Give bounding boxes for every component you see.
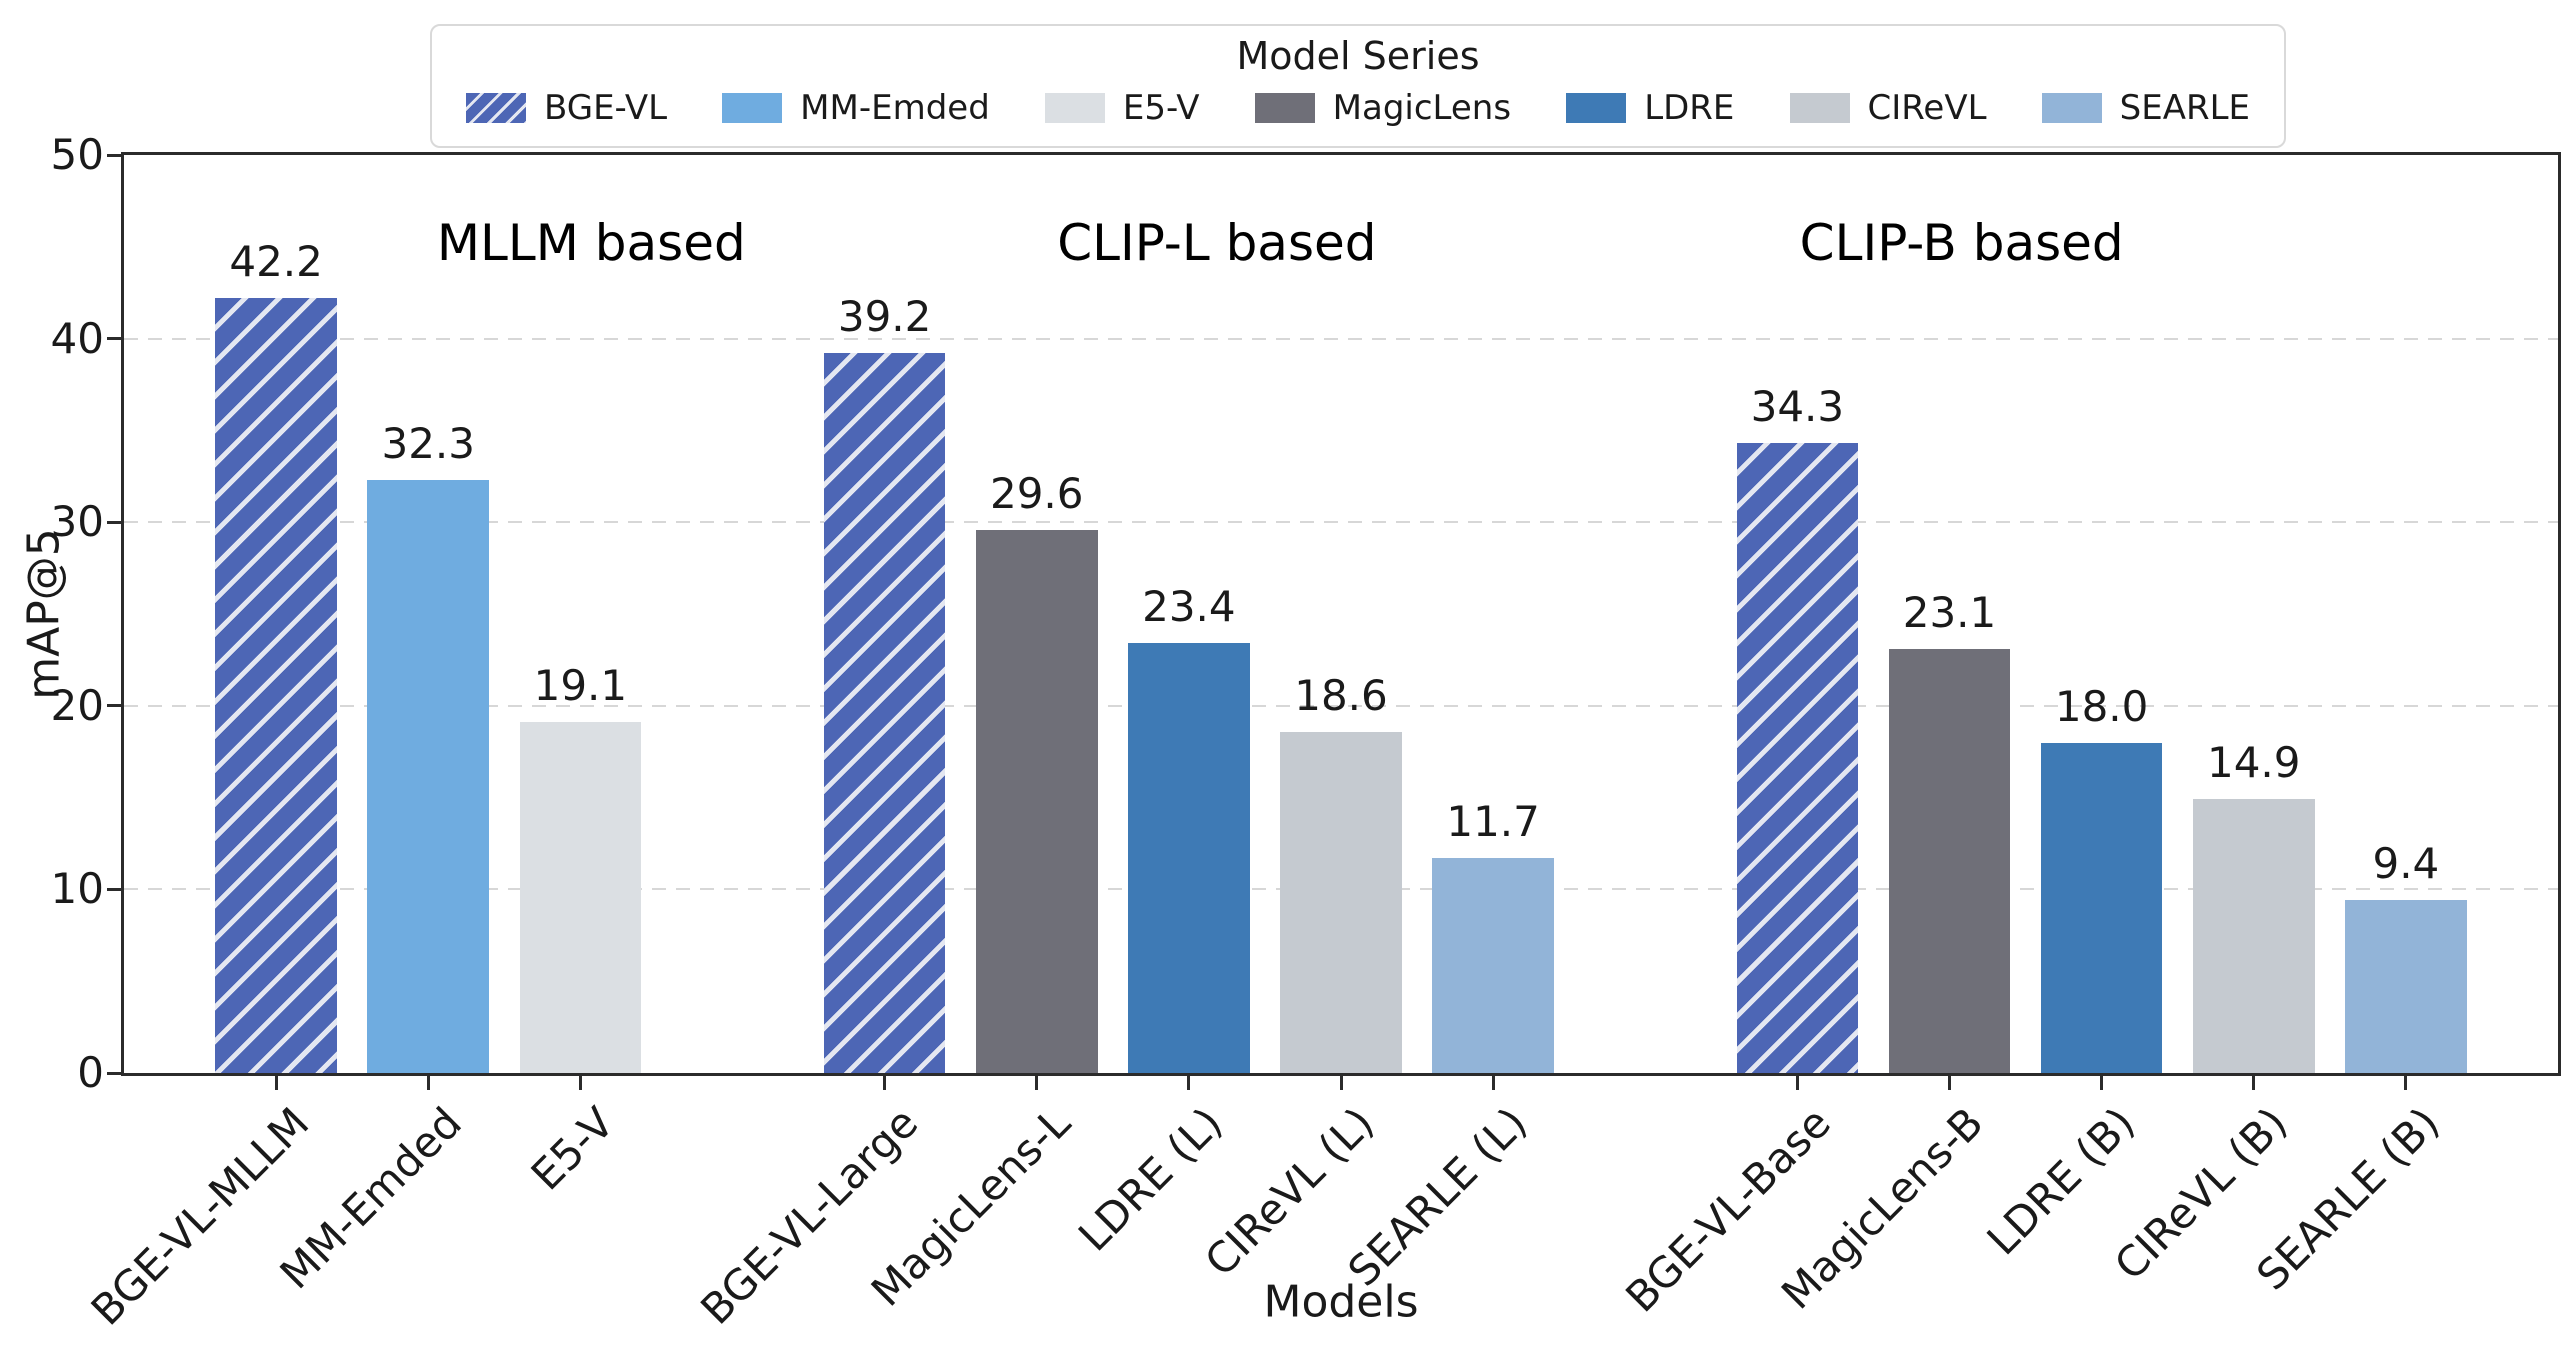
magiclens-swatch: [1254, 93, 1315, 123]
y-tick-label-0: 0: [77, 1048, 104, 1097]
x-tick-mark-ldre-l: [1187, 1076, 1191, 1090]
legend: Model Series BGE-VL MM-Emded E5-V MagicLens…: [430, 24, 2286, 148]
x-tick-mark-searle-b: [2404, 1076, 2408, 1090]
y-tick-mark-40: [107, 337, 121, 341]
legend-item-searle: SEARLE: [2041, 88, 2250, 128]
y-tick-mark-30: [107, 520, 121, 524]
legend-items: BGE-VL MM-Emded E5-V MagicLens LDRE CIReVL SEA…: [432, 78, 2284, 128]
bar-ldre-l: [1128, 643, 1250, 1073]
legend-item-e5-v: E5-V: [1044, 88, 1200, 128]
bar-e5-v: [519, 722, 642, 1073]
x-tick-mark-mm-emded: [426, 1076, 430, 1090]
legend-item-label: SEARLE: [2119, 88, 2250, 128]
x-tick-label-text: BGE-VL-MLLM: [82, 1098, 319, 1335]
y-tick-label-40: 40: [50, 313, 104, 363]
bar-value-label-cirevl-l: 18.6: [1294, 670, 1388, 720]
x-tick-mark-bge-vl-mllm: [274, 1076, 278, 1090]
x-tick-label-text: LDRE (L): [1068, 1098, 1232, 1261]
bar-magiclens-b: [1888, 648, 2011, 1073]
gridline-30: [124, 521, 2558, 524]
x-tick-mark-magiclens-b: [1948, 1076, 1951, 1090]
legend-item-ldre: LDRE: [1566, 88, 1734, 128]
legend-item-cirevl: CIReVL: [1789, 88, 1987, 128]
y-axis-label: mAP@5: [18, 528, 70, 700]
y-tick-label-30: 30: [50, 497, 104, 547]
y-tick-mark-50: [107, 153, 121, 157]
bar-value-label-searle-l: 11.7: [1446, 797, 1540, 847]
legend-item-label: MagicLens: [1332, 88, 1512, 128]
gridline-40: [124, 337, 2558, 340]
x-axis-label: Models: [1263, 1276, 1419, 1328]
bar-bge-vl-large: [823, 353, 946, 1073]
bar-value-label-searle-b: 9.4: [2372, 839, 2440, 889]
x-tick-mark-searle-l: [1491, 1076, 1495, 1090]
bar-bge-vl-mllm: [215, 298, 337, 1073]
e5-v-swatch: [1044, 93, 1105, 123]
bar-value-label-ldre-b: 18.0: [2054, 681, 2149, 731]
searle-swatch: [2041, 93, 2102, 123]
x-tick-mark-e5-v: [578, 1076, 582, 1090]
legend-item-label: LDRE: [1644, 88, 1735, 128]
bar-cirevl-l: [1280, 731, 1402, 1073]
bar-value-label-cirevl-b: 14.9: [2206, 738, 2301, 788]
y-tick-mark-0: [107, 1071, 121, 1075]
x-tick-label-text: E5-V: [521, 1098, 624, 1200]
x-tick-mark-cirevl-b: [2252, 1076, 2256, 1090]
y-tick-label-50: 50: [50, 130, 104, 179]
group-title-clip-l-based: CLIP-L based: [1057, 214, 1377, 272]
bar-value-label-magiclens-b: 23.1: [1902, 587, 1997, 637]
bar-searle-l: [1432, 858, 1554, 1073]
bar-magiclens-l: [975, 529, 1098, 1073]
bar-value-label-bge-vl-base: 34.3: [1750, 382, 1845, 432]
legend-item-mm-emded: MM-Emded: [722, 88, 990, 128]
legend-item-label: BGE-VL: [544, 88, 668, 128]
legend-item-bge-vl: BGE-VL: [466, 88, 667, 128]
bar-bge-vl-base: [1736, 443, 1859, 1073]
mm-emded-swatch: [722, 93, 783, 123]
x-tick-mark-cirevl-l: [1339, 1076, 1343, 1090]
legend-item-magiclens: MagicLens: [1254, 88, 1512, 128]
ldre-swatch: [1566, 93, 1627, 123]
x-tick-mark-bge-vl-base: [1795, 1076, 1799, 1090]
legend-item-label: MM-Emded: [800, 88, 990, 128]
bar-cirevl-b: [2192, 799, 2315, 1073]
bar-value-label-e5-v: 19.1: [533, 661, 628, 711]
group-title-mllm-based: MLLM based: [436, 214, 746, 272]
bar-value-label-bge-vl-large: 39.2: [837, 292, 932, 342]
legend-item-label: E5-V: [1122, 88, 1200, 128]
bar-value-label-bge-vl-mllm: 42.2: [229, 237, 323, 287]
y-tick-label-20: 20: [50, 680, 104, 730]
plot-area: MLLM based CLIP-L based CLIP-B based 42.2 32…: [124, 155, 2558, 1073]
x-tick-mark-ldre-b: [2100, 1076, 2104, 1090]
legend-title: Model Series: [1236, 34, 1480, 78]
group-title-clip-b-based: CLIP-B based: [1799, 214, 2124, 272]
bar-value-label-mm-emded: 32.3: [381, 418, 476, 468]
y-tick-label-10: 10: [50, 864, 104, 914]
bar-value-label-ldre-l: 23.4: [1142, 582, 1236, 632]
bar-ldre-b: [2040, 742, 2163, 1073]
cirevl-swatch: [1789, 93, 1850, 123]
bar-value-label-magiclens-l: 29.6: [989, 468, 1084, 518]
bar-mm-emded: [367, 479, 490, 1073]
bar-searle-b: [2345, 900, 2467, 1073]
legend-item-label: CIReVL: [1867, 88, 1987, 128]
gridline-20: [124, 704, 2558, 707]
x-tick-mark-magiclens-l: [1035, 1076, 1039, 1090]
y-tick-mark-20: [107, 704, 121, 708]
bge-vl-swatch: [466, 93, 526, 123]
y-tick-mark-10: [107, 887, 121, 891]
x-tick-mark-bge-vl-large: [883, 1076, 887, 1090]
